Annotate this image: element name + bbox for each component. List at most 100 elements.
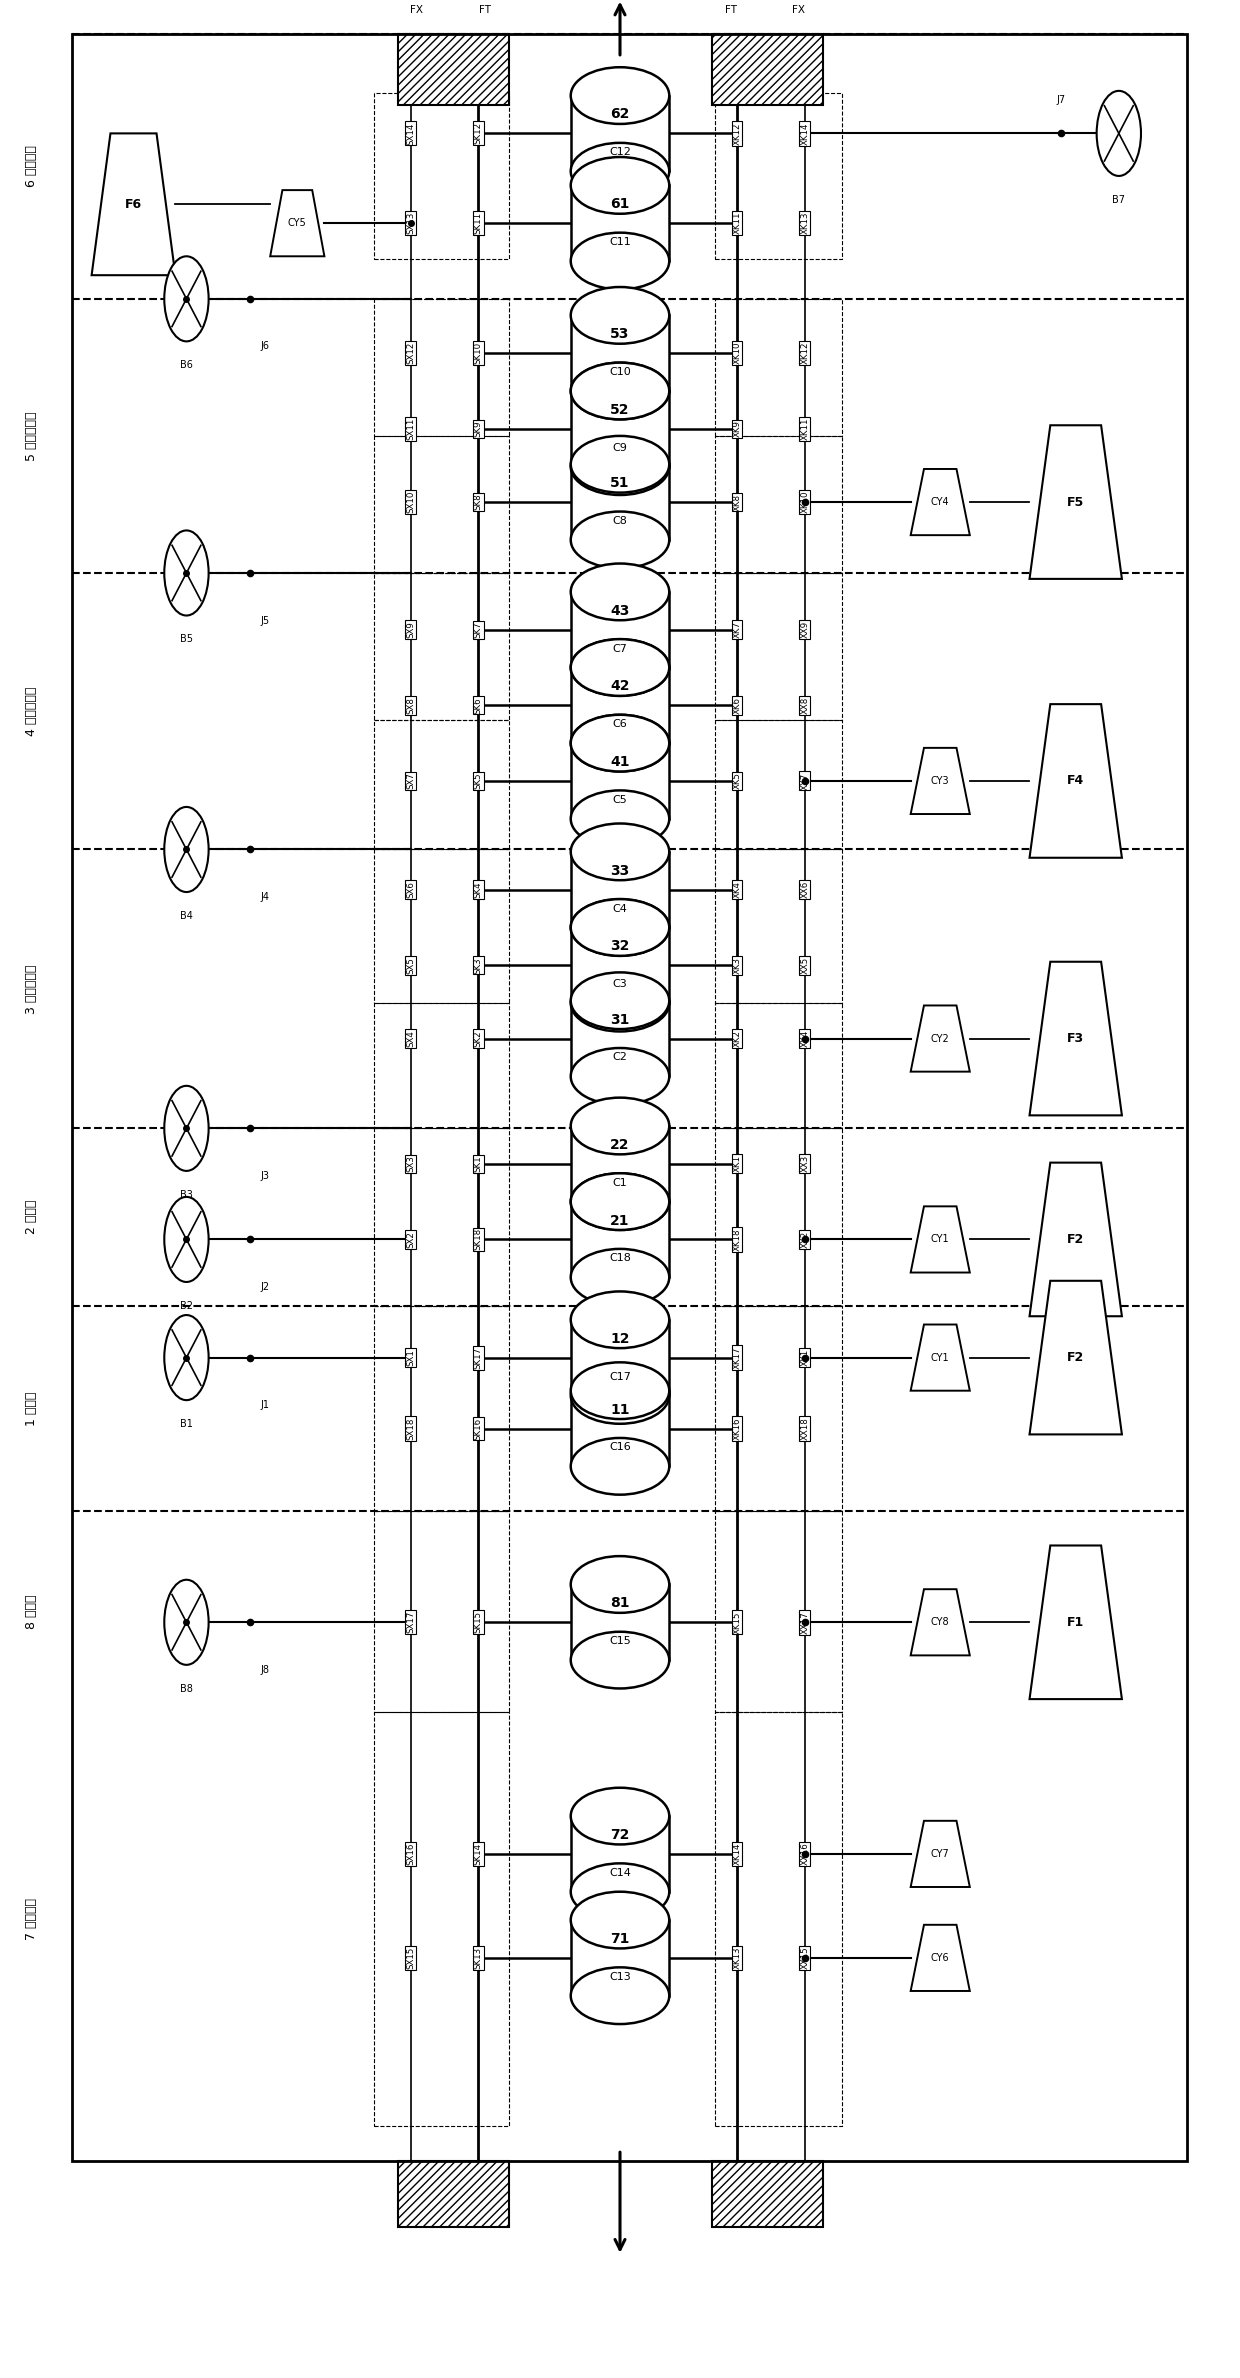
Text: XX9: XX9 (800, 621, 810, 637)
Bar (570, 390, 670, 466)
Bar (570, 316, 670, 390)
Text: XX1: XX1 (800, 1348, 810, 1367)
Text: J5: J5 (260, 616, 270, 625)
Bar (570, 927, 670, 1004)
Text: SX4: SX4 (407, 1030, 415, 1046)
Ellipse shape (570, 157, 670, 214)
Bar (570, 744, 670, 818)
Text: XX18: XX18 (800, 1417, 810, 1439)
Polygon shape (910, 1924, 970, 1990)
Text: SK17: SK17 (474, 1346, 482, 1370)
Bar (373, 1510, 510, 1712)
Ellipse shape (570, 1367, 670, 1424)
Text: SK5: SK5 (474, 773, 482, 789)
Text: SK7: SK7 (474, 621, 482, 637)
Ellipse shape (570, 288, 670, 345)
Text: B6: B6 (180, 361, 193, 371)
Text: XK1: XK1 (733, 1156, 742, 1172)
Bar (373, 435, 510, 573)
Text: SK1: SK1 (474, 1156, 482, 1172)
Text: FT: FT (725, 5, 737, 14)
Polygon shape (910, 1006, 970, 1072)
Polygon shape (1029, 1546, 1122, 1700)
Text: 11: 11 (610, 1403, 630, 1417)
Ellipse shape (570, 1099, 670, 1153)
Text: XK6: XK6 (733, 697, 742, 713)
Text: XK3: XK3 (733, 956, 742, 973)
Bar (712, 2162, 823, 2228)
Text: 71: 71 (610, 1931, 630, 1945)
Polygon shape (1029, 704, 1122, 858)
Ellipse shape (570, 716, 670, 770)
Ellipse shape (570, 1631, 670, 1688)
Text: 52: 52 (610, 402, 630, 416)
Bar (373, 93, 510, 259)
Ellipse shape (570, 789, 670, 847)
Text: 81: 81 (610, 1596, 630, 1610)
Text: XK7: XK7 (733, 621, 742, 637)
Circle shape (164, 806, 208, 892)
Text: CY1: CY1 (931, 1234, 950, 1244)
Text: SK12: SK12 (474, 121, 482, 145)
Polygon shape (1029, 426, 1122, 578)
Circle shape (1096, 90, 1141, 176)
Text: XK10: XK10 (733, 342, 742, 364)
Ellipse shape (570, 361, 670, 419)
Polygon shape (270, 190, 325, 257)
Polygon shape (1029, 1163, 1122, 1317)
Ellipse shape (570, 361, 670, 419)
Text: CY8: CY8 (931, 1617, 950, 1627)
Bar (373, 1127, 510, 1306)
Text: XK11: XK11 (800, 419, 810, 440)
Text: XX5: XX5 (800, 956, 810, 975)
Text: SX15: SX15 (407, 1948, 415, 1969)
Text: 32: 32 (610, 939, 630, 954)
Ellipse shape (570, 564, 670, 621)
Text: C4: C4 (613, 904, 627, 913)
Ellipse shape (570, 1363, 670, 1420)
Bar (714, 1004, 842, 1127)
Ellipse shape (570, 823, 670, 880)
Polygon shape (1029, 1282, 1122, 1434)
Polygon shape (910, 747, 970, 813)
Bar (570, 1320, 670, 1396)
Text: F5: F5 (1068, 495, 1084, 509)
Ellipse shape (570, 233, 670, 290)
Text: CY7: CY7 (931, 1850, 950, 1860)
Text: B7: B7 (1112, 195, 1126, 205)
Bar (398, 2162, 510, 2228)
Text: XX4: XX4 (800, 1030, 810, 1046)
Bar (570, 1391, 670, 1467)
Text: SK16: SK16 (474, 1417, 482, 1439)
Polygon shape (910, 1325, 970, 1391)
Text: XK11: XK11 (733, 212, 742, 235)
Text: J8: J8 (260, 1665, 270, 1674)
Text: F2: F2 (1068, 1351, 1084, 1365)
Text: SX16: SX16 (407, 1843, 415, 1864)
Bar (714, 849, 842, 1004)
Text: C5: C5 (613, 794, 627, 804)
Text: 12: 12 (610, 1332, 630, 1346)
Text: J6: J6 (260, 342, 270, 352)
Ellipse shape (570, 973, 670, 1030)
Polygon shape (1029, 961, 1122, 1115)
Ellipse shape (570, 1172, 670, 1229)
Text: XX17: XX17 (800, 1610, 810, 1634)
Text: C8: C8 (613, 516, 627, 526)
Text: SX11: SX11 (407, 419, 415, 440)
Text: 4 中醇解析区: 4 中醇解析区 (25, 687, 37, 735)
Bar (570, 1127, 670, 1201)
Text: 5 高醇再生区: 5 高醇再生区 (25, 411, 37, 461)
Text: XK14: XK14 (800, 121, 810, 145)
Text: XK8: XK8 (733, 495, 742, 511)
Text: F3: F3 (1068, 1032, 1084, 1044)
Text: XK12: XK12 (733, 121, 742, 145)
Ellipse shape (570, 143, 670, 200)
Circle shape (164, 1579, 208, 1665)
Text: C10: C10 (609, 366, 631, 378)
Bar (570, 464, 670, 540)
Bar (570, 592, 670, 668)
Text: 62: 62 (610, 107, 630, 121)
Text: SX12: SX12 (407, 342, 415, 364)
Text: J4: J4 (260, 892, 270, 901)
